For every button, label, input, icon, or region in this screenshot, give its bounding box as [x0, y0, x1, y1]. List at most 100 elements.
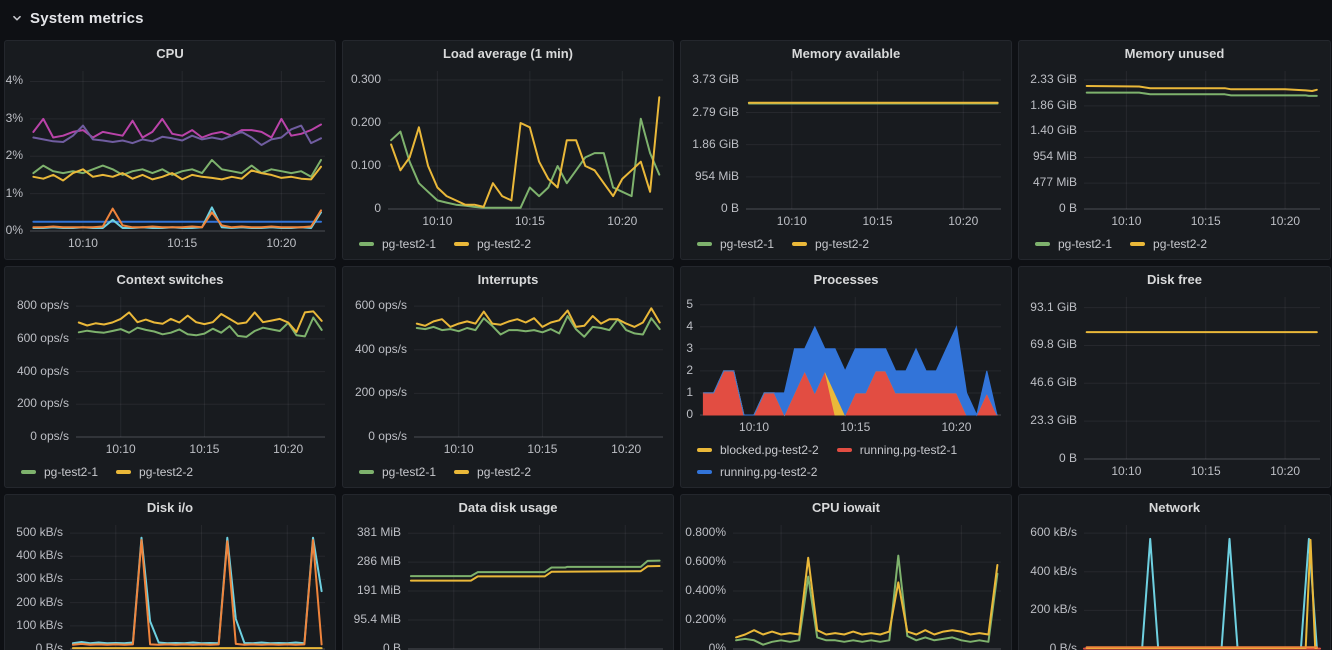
- y-axis-label: 2.33 GiB: [1030, 71, 1077, 86]
- y-axis-label: 0: [374, 201, 381, 215]
- y-axis-label: 46.6 GiB: [1030, 375, 1077, 390]
- chart-canvas[interactable]: [388, 71, 663, 210]
- panel-title[interactable]: Load average (1 min): [442, 46, 574, 61]
- chart-canvas[interactable]: [746, 71, 1001, 210]
- legend-item[interactable]: pg-test2-2: [792, 234, 869, 254]
- panel-title[interactable]: Processes: [813, 272, 879, 287]
- legend-item[interactable]: pg-test2-2: [1130, 234, 1207, 254]
- legend-item[interactable]: pg-test2-1: [359, 462, 436, 482]
- y-axis-label: 0 B: [382, 641, 401, 650]
- y-axis-label: 0%: [708, 641, 726, 650]
- legend-swatch: [697, 448, 712, 452]
- chart-canvas[interactable]: [1084, 71, 1320, 210]
- y-axis-label: 400 ops/s: [16, 363, 69, 378]
- y-axis-label: 477 MiB: [1032, 175, 1077, 190]
- y-axis-label: 0 B: [1058, 451, 1077, 465]
- chart-canvas[interactable]: [408, 525, 663, 650]
- legend-item[interactable]: pg-test2-2: [454, 234, 531, 254]
- chart-canvas[interactable]: [1083, 525, 1321, 650]
- y-axis-label: 0.300: [350, 72, 381, 87]
- panel-title[interactable]: Memory available: [791, 46, 901, 61]
- y-axis-label: 954 MiB: [694, 168, 739, 183]
- legend-swatch: [1035, 242, 1050, 246]
- y-axis-label: 200 kB/s: [1030, 602, 1077, 617]
- panel-title[interactable]: Context switches: [116, 272, 224, 287]
- chart-canvas[interactable]: [30, 71, 325, 232]
- legend-swatch: [21, 470, 36, 474]
- legend-item[interactable]: blocked.pg-test2-2: [697, 440, 819, 460]
- panel-disk-io: Disk i/o 0 B/s 100 kB/s 200 kB/s 300 kB/s 400…: [4, 494, 336, 650]
- legend: blocked.pg-test2-2 running.pg-test2-1 runn…: [697, 440, 1005, 482]
- legend-item[interactable]: pg-test2-1: [21, 462, 98, 482]
- legend-label: pg-test2-2: [477, 465, 532, 479]
- y-axis-label: 1.86 GiB: [692, 136, 739, 151]
- chart-canvas[interactable]: [700, 297, 1001, 417]
- legend: pg-test2-1 pg-test2-2: [1035, 234, 1324, 254]
- panel-cpu: CPU 0% 1% 2% 3% 4% 10:10 10:15 10:20: [4, 40, 336, 260]
- legend-label: pg-test2-2: [139, 465, 194, 479]
- legend-swatch: [454, 242, 470, 246]
- panel-memory-available: Memory available 0 B 954 MiB 1.86 GiB 2.79 G…: [680, 40, 1012, 260]
- y-axis-label: 5: [686, 296, 693, 311]
- section-header[interactable]: System metrics: [0, 0, 1332, 36]
- legend-item[interactable]: pg-test2-1: [1035, 234, 1112, 254]
- legend-label: pg-test2-1: [1058, 237, 1113, 251]
- y-axis-label: 0.400%: [685, 583, 726, 598]
- y-axis-label: 400 kB/s: [1030, 563, 1077, 578]
- y-axis-label: 400 ops/s: [354, 341, 407, 356]
- x-axis-label: 10:20: [948, 214, 979, 228]
- y-axis-label: 95.4 MiB: [353, 612, 401, 626]
- panel-cpu-iowait: CPU iowait0%0.200%0.400%0.600%0.800%10:1…: [680, 494, 1012, 650]
- y-axis-label: 200 kB/s: [16, 594, 63, 609]
- panel-interrupts: Interrupts 0 ops/s 200 ops/s 400 ops/s 600 o…: [342, 266, 674, 488]
- panel-memory-unused: Memory unused 0 B 477 MiB 954 MiB 1.40 GiB 1.…: [1018, 40, 1331, 260]
- panel-title[interactable]: CPU: [156, 46, 184, 61]
- legend-item[interactable]: running.pg-test2-2: [697, 462, 817, 482]
- panel-title[interactable]: Network: [1148, 500, 1201, 515]
- chart-canvas[interactable]: [70, 525, 325, 650]
- y-axis-label: 191 MiB: [356, 582, 401, 597]
- legend-label: pg-test2-1: [720, 237, 775, 251]
- y-axis-label: 381 MiB: [356, 525, 401, 540]
- panel-title[interactable]: CPU iowait: [812, 500, 880, 515]
- y-axis-label: 93.1 GiB: [1030, 299, 1077, 314]
- section-title: System metrics: [30, 9, 144, 27]
- legend-item[interactable]: running.pg-test2-1: [836, 440, 957, 460]
- chart-canvas[interactable]: [733, 525, 1001, 650]
- series-pg-test2-2: [1085, 85, 1318, 92]
- legend: pg-test2-1 pg-test2-2: [359, 462, 667, 482]
- chart-canvas[interactable]: [76, 297, 325, 438]
- x-axis-label: 10:20: [273, 442, 304, 456]
- x-axis-label: 10:10: [105, 442, 136, 456]
- panel-title[interactable]: Interrupts: [477, 272, 539, 287]
- y-axis-label: 0 B/s: [1049, 641, 1077, 650]
- chart-canvas[interactable]: [1084, 297, 1320, 460]
- legend-item[interactable]: pg-test2-1: [359, 234, 436, 254]
- y-axis-label: 600 ops/s: [16, 330, 69, 345]
- y-axis-label: 300 kB/s: [16, 571, 63, 586]
- legend-label: pg-test2-1: [382, 465, 437, 479]
- y-axis-label: 0%: [5, 223, 23, 237]
- x-axis-label: 10:20: [611, 442, 642, 456]
- x-axis-label: 10:15: [527, 442, 558, 456]
- legend-label: pg-test2-2: [1153, 237, 1208, 251]
- legend: pg-test2-1 pg-test2-2: [21, 462, 329, 482]
- chevron-down-icon[interactable]: [10, 11, 24, 25]
- x-axis-label: 10:15: [862, 214, 893, 228]
- y-axis-label: 4: [686, 318, 693, 333]
- panel-processes: Processes 0 1 2 3 4 5 10:10 10:15 10:20 blocked.pg…: [680, 266, 1012, 488]
- chart-canvas[interactable]: [414, 297, 663, 438]
- panel-title[interactable]: Memory unused: [1124, 46, 1225, 61]
- series-pg-test2-2: [390, 96, 661, 208]
- panel-title[interactable]: Data disk usage: [458, 500, 558, 515]
- panel-title[interactable]: Disk i/o: [146, 500, 194, 515]
- legend-item[interactable]: pg-test2-2: [116, 462, 193, 482]
- y-axis-label: 0.200: [350, 115, 381, 130]
- legend-item[interactable]: pg-test2-2: [454, 462, 531, 482]
- legend-item[interactable]: pg-test2-1: [697, 234, 774, 254]
- y-axis-label: 3%: [5, 110, 23, 125]
- series-pg-test2-2: [77, 310, 323, 333]
- x-axis-label: 10:10: [1111, 464, 1142, 478]
- panel-title[interactable]: Disk free: [1147, 272, 1202, 287]
